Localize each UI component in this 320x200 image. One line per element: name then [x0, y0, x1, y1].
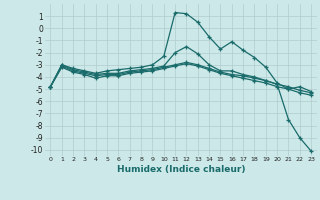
X-axis label: Humidex (Indice chaleur): Humidex (Indice chaleur) — [116, 165, 245, 174]
